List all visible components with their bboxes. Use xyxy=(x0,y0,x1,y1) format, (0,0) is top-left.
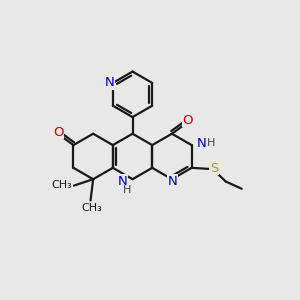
Text: H: H xyxy=(123,185,131,195)
Text: H: H xyxy=(207,137,215,148)
Text: N: N xyxy=(168,175,177,188)
Text: N: N xyxy=(105,76,115,89)
Text: N: N xyxy=(197,137,206,150)
Text: O: O xyxy=(53,126,63,139)
Text: CH₃: CH₃ xyxy=(52,180,73,190)
Text: S: S xyxy=(210,162,218,175)
Text: O: O xyxy=(182,114,193,127)
Text: N: N xyxy=(118,175,128,188)
Text: CH₃: CH₃ xyxy=(82,203,102,213)
